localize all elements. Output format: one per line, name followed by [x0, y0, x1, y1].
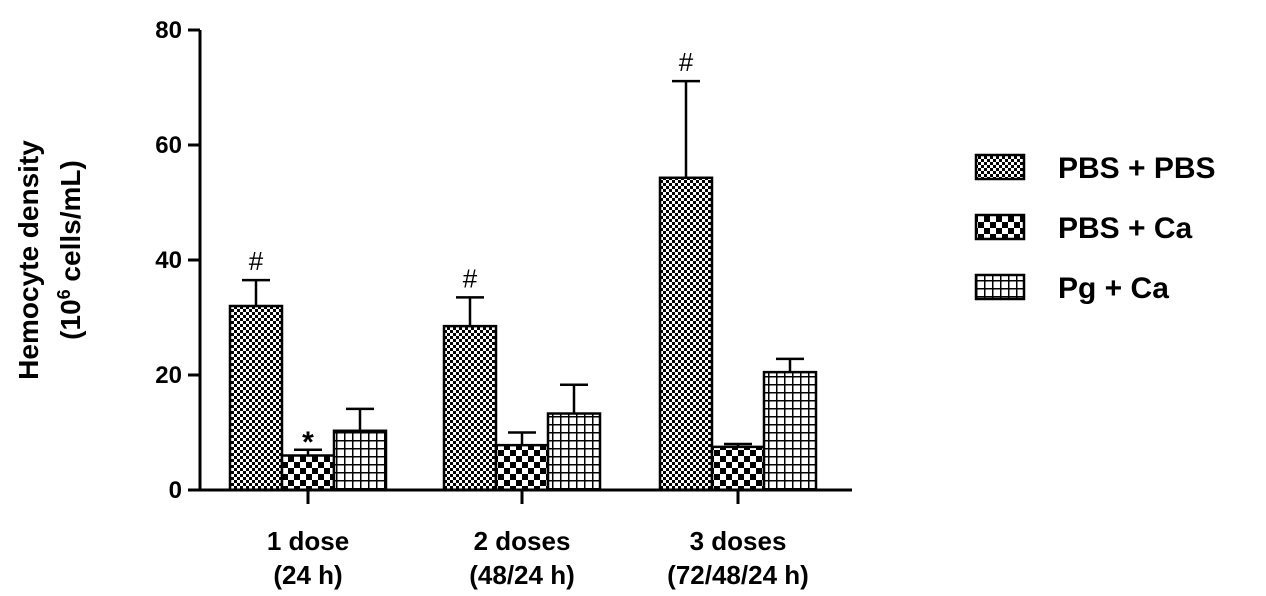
category-label-line1: 1 dose [267, 526, 349, 556]
y-axis-label-units: (106 cells/mL) [54, 160, 86, 340]
legend-label: PBS + Ca [1058, 212, 1193, 245]
legend-label: Pg + Ca [1058, 272, 1169, 305]
legend-swatch [974, 213, 1026, 241]
bar-pbs-ca-0 [280, 454, 336, 492]
bar-pbs-pbs-2 [658, 176, 714, 492]
y-tick-label: 60 [155, 132, 182, 159]
bar-pbs-pbs-1 [442, 324, 498, 492]
significance-marker: # [249, 246, 264, 276]
bar-pbs-ca-2 [710, 445, 766, 492]
bar-pg-ca-1 [546, 412, 602, 492]
category-label-line2: (72/48/24 h) [667, 560, 809, 590]
y-axis-label: Hemocyte density [13, 140, 44, 380]
category-label-line2: (48/24 h) [469, 560, 575, 590]
bar-pbs-ca-1 [494, 443, 550, 492]
legend-label: PBS + PBS [1058, 152, 1216, 185]
category-label-line1: 2 doses [474, 526, 571, 556]
bar-pg-ca-0 [332, 429, 388, 492]
legend-swatch [974, 273, 1026, 301]
y-tick-label: 20 [155, 362, 182, 389]
significance-marker: * [302, 426, 314, 459]
bars: # # # * [200, 47, 852, 492]
bar-pbs-pbs-0 [228, 304, 284, 492]
legend: PBS + PBS PBS + Ca Pg + Ca [974, 152, 1216, 305]
y-axis-label-line1: Hemocyte density [13, 140, 44, 380]
legend-swatch [974, 153, 1026, 181]
significance-marker: # [463, 263, 478, 293]
y-tick-label: 0 [169, 477, 182, 504]
axes: 0 20 40 60 80 1 dose (24 h) 2 doses (48/24 h) 3 d… [155, 17, 852, 590]
category-label-line1: 3 doses [690, 526, 787, 556]
significance-marker: # [679, 47, 694, 77]
category-label-line2: (24 h) [273, 560, 342, 590]
y-tick-label: 80 [155, 17, 182, 44]
y-tick-label: 40 [155, 247, 182, 274]
bar-pg-ca-2 [762, 370, 818, 492]
